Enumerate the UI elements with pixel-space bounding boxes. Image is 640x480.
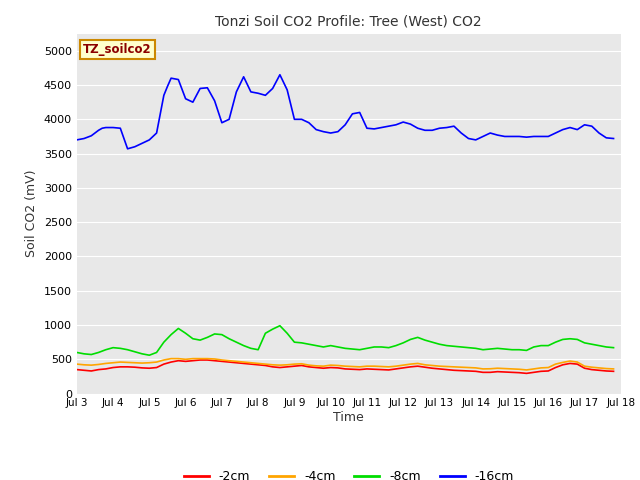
Title: Tonzi Soil CO2 Profile: Tree (West) CO2: Tonzi Soil CO2 Profile: Tree (West) CO2 [216,14,482,28]
Text: TZ_soilco2: TZ_soilco2 [83,43,152,56]
-2cm [73,367,81,372]
-4cm [530,366,538,372]
-16cm [240,74,248,80]
-2cm [486,370,494,375]
-8cm [515,347,523,353]
-4cm [501,366,509,372]
-4cm [566,358,574,364]
-8cm [566,336,574,342]
-8cm [145,352,153,358]
-2cm [610,369,618,374]
Line: -2cm: -2cm [77,360,614,373]
Line: -16cm: -16cm [77,75,614,149]
-16cm [73,137,81,143]
-8cm [116,346,124,351]
-4cm [116,359,124,365]
Y-axis label: Soil CO2 (mV): Soil CO2 (mV) [25,170,38,257]
-4cm [73,361,81,367]
X-axis label: Time: Time [333,411,364,424]
-4cm [486,366,494,372]
-2cm [530,370,538,375]
Line: -4cm: -4cm [77,359,614,370]
-4cm [508,366,516,372]
-2cm [523,371,531,376]
-16cm [349,111,356,117]
-16cm [99,125,106,131]
-8cm [276,323,284,329]
-2cm [116,364,124,370]
-16cm [276,72,284,78]
-4cm [523,367,531,373]
-2cm [508,370,516,375]
-4cm [610,366,618,372]
Legend: -2cm, -4cm, -8cm, -16cm: -2cm, -4cm, -8cm, -16cm [179,465,519,480]
-8cm [530,344,538,350]
-8cm [493,346,501,351]
-8cm [508,347,516,353]
-8cm [73,349,81,355]
Line: -8cm: -8cm [77,326,614,355]
-16cm [160,93,168,98]
-16cm [465,136,472,142]
-2cm [566,360,574,366]
-16cm [124,146,131,152]
-16cm [610,136,618,142]
-8cm [610,345,618,350]
-2cm [501,369,509,375]
-4cm [167,356,175,361]
-2cm [196,357,204,363]
-16cm [305,120,313,126]
